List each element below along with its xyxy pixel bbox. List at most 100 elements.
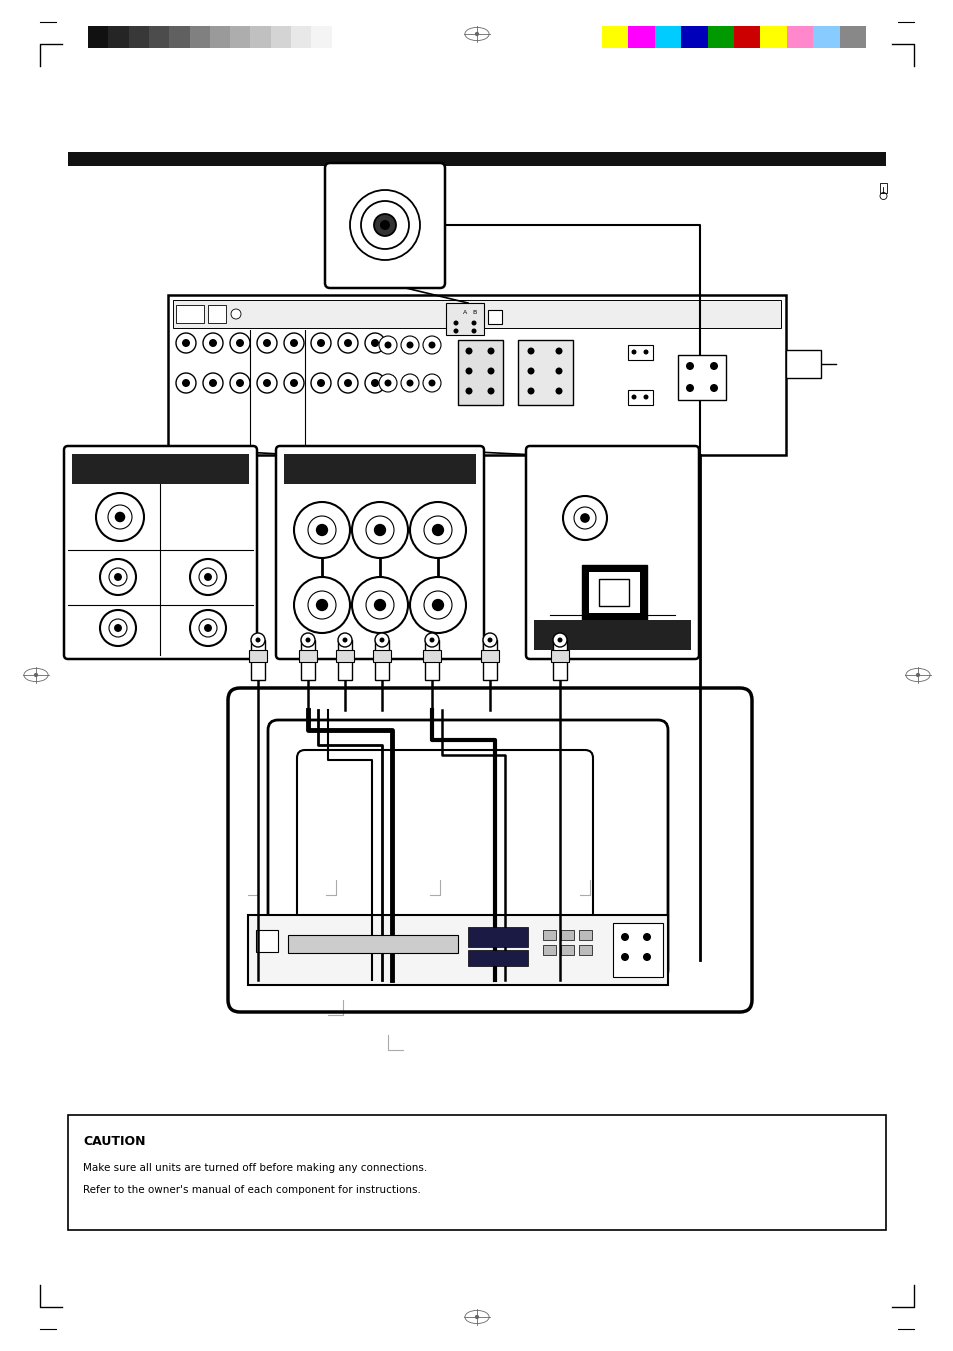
- Circle shape: [527, 367, 534, 374]
- Circle shape: [422, 336, 440, 354]
- Circle shape: [315, 598, 328, 611]
- Bar: [255, 929, 277, 952]
- Text: Refer to the owner's manual of each component for instructions.: Refer to the owner's manual of each comp…: [83, 1185, 420, 1196]
- Bar: [291, 26, 311, 49]
- Circle shape: [428, 342, 435, 349]
- Circle shape: [209, 380, 216, 386]
- Text: A: A: [462, 311, 467, 316]
- Circle shape: [709, 362, 718, 370]
- Bar: [457, 340, 502, 405]
- Bar: [149, 26, 169, 49]
- Circle shape: [432, 598, 444, 611]
- Circle shape: [204, 573, 212, 581]
- Circle shape: [375, 634, 389, 647]
- Circle shape: [410, 577, 465, 634]
- Bar: [129, 26, 149, 49]
- Bar: [598, 580, 628, 607]
- Circle shape: [379, 220, 390, 230]
- FancyBboxPatch shape: [64, 446, 256, 659]
- FancyBboxPatch shape: [525, 446, 699, 659]
- Circle shape: [642, 934, 650, 942]
- Circle shape: [487, 638, 492, 643]
- Circle shape: [290, 339, 297, 347]
- Circle shape: [109, 619, 127, 638]
- Circle shape: [406, 380, 413, 386]
- Circle shape: [311, 373, 331, 393]
- Circle shape: [263, 380, 271, 386]
- Circle shape: [453, 328, 458, 334]
- Bar: [249, 650, 267, 662]
- Circle shape: [555, 367, 562, 374]
- Circle shape: [574, 507, 596, 530]
- Bar: [785, 350, 821, 378]
- Circle shape: [432, 524, 444, 536]
- Bar: [68, 1115, 885, 1229]
- Bar: [230, 26, 251, 49]
- Circle shape: [685, 362, 693, 370]
- Circle shape: [406, 342, 413, 349]
- Circle shape: [366, 590, 394, 619]
- Bar: [468, 927, 527, 947]
- Circle shape: [204, 624, 212, 632]
- Bar: [534, 620, 690, 650]
- Circle shape: [378, 374, 396, 392]
- Circle shape: [365, 332, 385, 353]
- Bar: [251, 640, 265, 680]
- Bar: [581, 565, 646, 620]
- Circle shape: [422, 374, 440, 392]
- Bar: [542, 929, 556, 940]
- Bar: [337, 640, 352, 680]
- Circle shape: [428, 380, 435, 386]
- Circle shape: [203, 373, 223, 393]
- Bar: [578, 944, 592, 955]
- Circle shape: [251, 634, 265, 647]
- Bar: [680, 26, 707, 49]
- Circle shape: [378, 336, 396, 354]
- Circle shape: [96, 493, 144, 540]
- Circle shape: [487, 367, 494, 374]
- Circle shape: [352, 577, 408, 634]
- Bar: [373, 650, 391, 662]
- Circle shape: [199, 567, 216, 586]
- Circle shape: [400, 374, 418, 392]
- Circle shape: [290, 380, 297, 386]
- Bar: [422, 650, 440, 662]
- Circle shape: [465, 367, 472, 374]
- Bar: [601, 26, 628, 49]
- Circle shape: [337, 332, 357, 353]
- Circle shape: [100, 559, 136, 594]
- Circle shape: [284, 373, 304, 393]
- Bar: [627, 390, 652, 405]
- Circle shape: [114, 624, 122, 632]
- Bar: [628, 26, 654, 49]
- Circle shape: [482, 634, 497, 647]
- Circle shape: [230, 332, 250, 353]
- Circle shape: [555, 388, 562, 394]
- Bar: [375, 640, 389, 680]
- Bar: [424, 640, 438, 680]
- Circle shape: [429, 638, 434, 643]
- Circle shape: [424, 634, 438, 647]
- Circle shape: [360, 201, 409, 249]
- Bar: [190, 26, 210, 49]
- Circle shape: [365, 373, 385, 393]
- Bar: [517, 340, 573, 405]
- Circle shape: [342, 638, 347, 643]
- Bar: [627, 345, 652, 359]
- Circle shape: [175, 332, 195, 353]
- Bar: [560, 944, 574, 955]
- Bar: [879, 182, 886, 193]
- Bar: [578, 929, 592, 940]
- Circle shape: [465, 388, 472, 394]
- Circle shape: [557, 638, 562, 643]
- Bar: [786, 26, 812, 49]
- Bar: [210, 26, 230, 49]
- Circle shape: [344, 380, 352, 386]
- Circle shape: [255, 638, 260, 643]
- Bar: [298, 650, 316, 662]
- Bar: [335, 650, 354, 662]
- Bar: [68, 153, 885, 166]
- Bar: [332, 26, 352, 49]
- Bar: [839, 26, 865, 49]
- Text: CAUTION: CAUTION: [83, 1135, 146, 1148]
